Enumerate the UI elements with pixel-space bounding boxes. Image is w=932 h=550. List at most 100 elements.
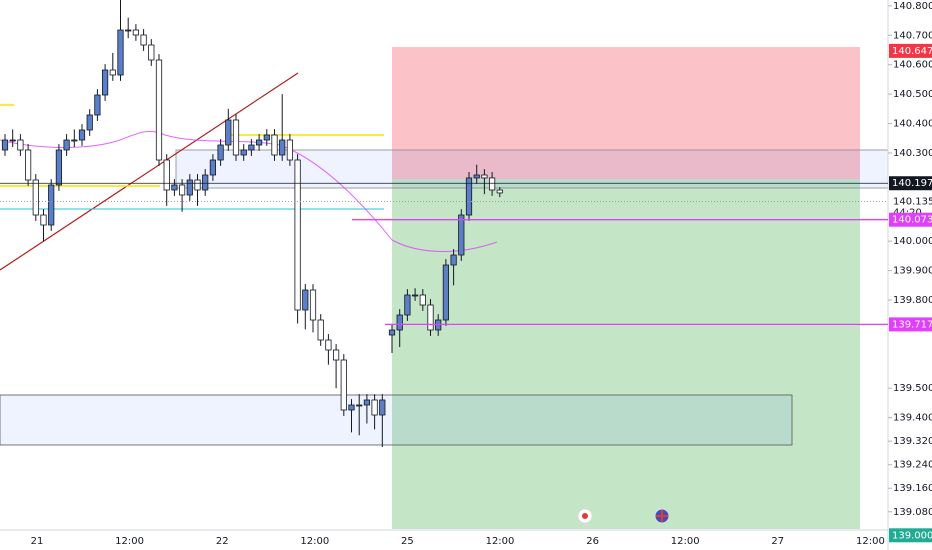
candle-body bbox=[442, 264, 450, 321]
candle-body bbox=[419, 294, 426, 306]
candle-body bbox=[404, 294, 411, 316]
candle-body bbox=[202, 174, 209, 191]
candle-body bbox=[78, 129, 86, 141]
supply-box bbox=[175, 149, 889, 189]
candle-body bbox=[40, 214, 47, 226]
candle-body bbox=[48, 184, 55, 226]
candle-body bbox=[94, 94, 101, 116]
y-tick-label: 139.800 bbox=[893, 295, 932, 306]
y-tick-label: 139.500 bbox=[893, 383, 932, 394]
candle-body bbox=[363, 399, 371, 406]
candle-body bbox=[171, 184, 178, 191]
marks bbox=[1, 0, 503, 448]
candle-body bbox=[450, 254, 457, 266]
candle-body bbox=[271, 134, 278, 156]
candle-body bbox=[63, 139, 70, 151]
price-badge-label: 140.073 bbox=[892, 215, 932, 226]
x-tick-label: 12:00 bbox=[671, 536, 700, 547]
candle-body bbox=[86, 114, 93, 131]
candle-body bbox=[71, 139, 78, 142]
candle-body bbox=[348, 404, 355, 411]
candle-body bbox=[371, 399, 378, 416]
price-badge-label: 140.647 bbox=[892, 46, 932, 57]
x-tick-label: 21 bbox=[31, 536, 44, 547]
candle-body bbox=[24, 149, 32, 181]
candle-body bbox=[55, 149, 63, 186]
event-icon bbox=[582, 513, 588, 519]
price-badge-label: 140.197 bbox=[892, 178, 932, 189]
x-tick-label: 25 bbox=[401, 536, 414, 547]
candle-body bbox=[148, 44, 155, 61]
candle-body bbox=[340, 359, 347, 411]
event-icon bbox=[656, 510, 668, 522]
y-tick-label: 139.900 bbox=[893, 266, 932, 277]
candle-body bbox=[17, 139, 24, 151]
candle-body bbox=[140, 34, 147, 46]
price-badge bbox=[889, 43, 932, 58]
y-tick-label: 140.300 bbox=[893, 148, 932, 159]
y-tick-label: 140.700 bbox=[893, 30, 932, 41]
candle-body bbox=[458, 214, 465, 256]
y-tick-label: 140.500 bbox=[893, 89, 932, 100]
x-tick-label: 12:00 bbox=[300, 536, 329, 547]
last-price-label: 140.135 bbox=[893, 196, 932, 207]
x-tick-label: 12:00 bbox=[115, 536, 144, 547]
y-tick-label: 140.800 bbox=[893, 1, 932, 12]
candle-body bbox=[465, 177, 473, 216]
y-tick-label: 139.240 bbox=[893, 460, 932, 471]
candle-body bbox=[496, 189, 503, 194]
candle-body bbox=[481, 174, 488, 179]
candle-body bbox=[240, 149, 247, 156]
price-axis bbox=[888, 0, 932, 550]
candle-body bbox=[125, 29, 132, 32]
candle-body bbox=[102, 69, 109, 96]
candle-body bbox=[255, 139, 263, 146]
candle-body bbox=[286, 139, 294, 161]
candle-body bbox=[155, 59, 163, 161]
price-badge bbox=[889, 176, 932, 191]
candle-body bbox=[473, 174, 480, 179]
candle-body bbox=[411, 294, 419, 297]
x-tick-label: 12:00 bbox=[486, 536, 515, 547]
candle-body bbox=[9, 139, 16, 142]
candle-body bbox=[1, 139, 9, 151]
candle-body bbox=[317, 319, 324, 341]
candle-body bbox=[178, 184, 186, 196]
candle-body bbox=[248, 144, 255, 151]
candle-body bbox=[263, 134, 270, 141]
candle-body bbox=[309, 289, 317, 321]
candle-body bbox=[132, 29, 139, 36]
y-tick-label: 139.320 bbox=[893, 436, 932, 447]
candle-body bbox=[109, 69, 116, 76]
y-tick-label: 139.080 bbox=[893, 507, 932, 518]
x-tick-label: 26 bbox=[586, 536, 599, 547]
demand-box bbox=[0, 394, 793, 446]
candle-body bbox=[194, 179, 201, 191]
price-badge-label: 139.717 bbox=[892, 319, 932, 330]
candle-body bbox=[117, 29, 124, 76]
price-badge-label: 139.000 bbox=[892, 530, 932, 541]
candle-body bbox=[279, 139, 286, 156]
candle-body bbox=[488, 177, 496, 191]
reward-zone bbox=[392, 179, 860, 529]
moving-average bbox=[0, 130, 498, 252]
x-tick-label: 12:00 bbox=[856, 536, 885, 547]
candle-body bbox=[388, 329, 396, 336]
y-tick-label: 140.000 bbox=[893, 236, 932, 247]
candle-body bbox=[217, 144, 224, 161]
trend-line bbox=[0, 72, 299, 271]
candle-body bbox=[32, 179, 39, 216]
candle-body bbox=[332, 349, 340, 361]
x-tick-label: 22 bbox=[216, 536, 229, 547]
price-badge bbox=[889, 212, 932, 227]
price-badge bbox=[889, 317, 932, 332]
x-tick-label: 27 bbox=[771, 536, 784, 547]
price-badge bbox=[889, 528, 932, 543]
candle-body bbox=[356, 404, 363, 407]
candle-body bbox=[427, 304, 434, 331]
y-tick-label: 139.400 bbox=[893, 413, 932, 424]
y-tick-label: 140.600 bbox=[893, 60, 932, 71]
y-tick-label: 140.400 bbox=[893, 119, 932, 130]
y-tick-label: 139.160 bbox=[893, 483, 932, 494]
